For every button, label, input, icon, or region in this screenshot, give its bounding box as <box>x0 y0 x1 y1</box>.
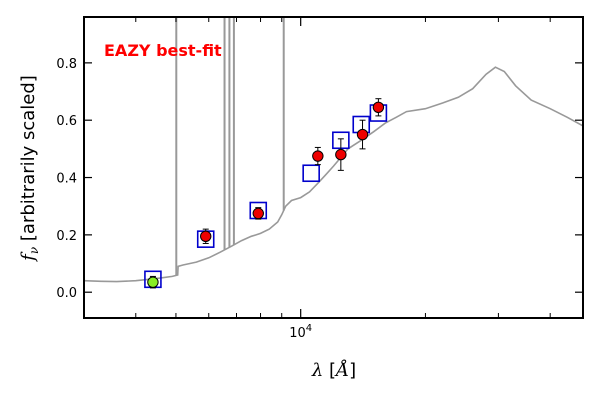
observed-point-4 <box>335 138 347 171</box>
observed-marker-5 <box>356 128 369 141</box>
x-tick-label-0: 104 <box>289 323 312 341</box>
observed-point-1 <box>200 228 212 244</box>
y-tick-label-1: 0.2 <box>56 229 77 244</box>
observed-point-3 <box>312 146 324 166</box>
observed-marker-0 <box>147 276 159 288</box>
observed-marker-2 <box>252 207 264 220</box>
sed-template-line <box>84 66 583 283</box>
y-axis-label: fν [arbitrarily scaled] <box>18 75 41 263</box>
observed-marker-3 <box>312 150 324 162</box>
annotation-label: EAZY best-fit <box>104 41 222 60</box>
plot-area <box>84 17 583 289</box>
x-axis-label: λ [Å] <box>311 359 356 381</box>
y-tick-label-4: 0.8 <box>56 57 77 72</box>
axes: 0.0 0.2 0.4 0.6 0.8 104 <box>56 16 584 341</box>
svg-text:fν [arbitrarily scaled]: fν [arbitrarily scaled] <box>18 75 41 263</box>
y-tick-label-0: 0.0 <box>56 286 77 301</box>
observed-marker-4 <box>335 148 347 161</box>
plot-frame <box>83 16 584 319</box>
observed-marker-6 <box>372 101 385 114</box>
observed-point-6 <box>372 98 385 117</box>
model-point-3 <box>302 164 320 183</box>
y-tick-label-3: 0.6 <box>56 114 77 129</box>
observed-point-2 <box>252 207 264 220</box>
observed-point-5 <box>356 119 369 150</box>
svg-text:λ [Å]: λ [Å] <box>311 359 356 381</box>
y-tick-label-2: 0.4 <box>56 172 77 187</box>
observed-marker-1 <box>200 230 212 243</box>
observed-point-0 <box>147 275 159 289</box>
